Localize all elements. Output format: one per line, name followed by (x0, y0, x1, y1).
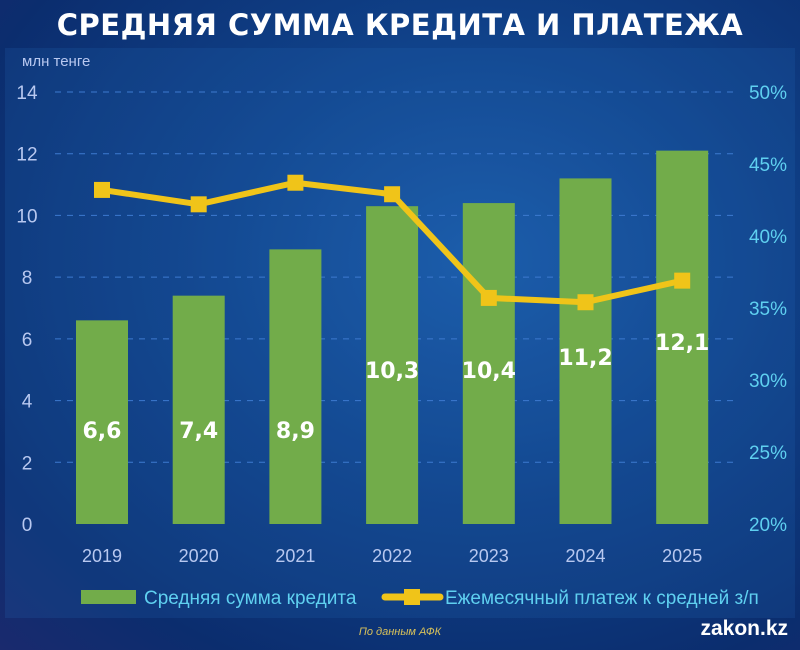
x-tick-label: 2019 (82, 546, 122, 566)
y-tick-label: 2 (22, 453, 33, 474)
y-tick-label: 12 (16, 145, 37, 166)
x-tick-label: 2025 (662, 546, 702, 566)
y-tick-label: 14 (16, 83, 38, 104)
y2-tick-label: 20% (749, 515, 787, 536)
source-note: По данным АФК (358, 626, 442, 638)
logo: zakon.kz (700, 617, 788, 640)
y2-tick-label: 40% (749, 227, 787, 248)
line-point (287, 174, 304, 191)
bar (462, 203, 515, 525)
line-point (190, 196, 207, 213)
bar (656, 150, 709, 524)
y2-tick-label: 25% (749, 443, 787, 464)
bar (559, 178, 612, 524)
y-tick-label: 8 (22, 268, 33, 289)
bar (366, 206, 419, 524)
y-tick-label: 6 (22, 330, 33, 351)
legend-swatch-bar (81, 590, 136, 604)
bar-data-label: 10,3 (365, 359, 419, 384)
y-tick-label: 4 (22, 392, 33, 413)
line-point (577, 294, 594, 311)
bar-data-label: 11,2 (558, 346, 612, 371)
legend-swatch-marker (404, 589, 420, 605)
bar-data-label: 6,6 (83, 419, 122, 444)
bar-data-label: 12,1 (655, 331, 709, 356)
y2-tick-label: 50% (749, 83, 787, 104)
line-point (94, 181, 110, 198)
line-point (384, 186, 401, 203)
x-tick-label: 2022 (372, 546, 412, 566)
x-tick-label: 2020 (179, 546, 219, 566)
bar-data-label: 10,4 (462, 359, 516, 384)
line-point (480, 289, 497, 306)
x-tick-label: 2021 (275, 546, 315, 566)
y2-tick-label: 35% (749, 299, 787, 320)
y-tick-label: 10 (16, 206, 37, 227)
x-tick-label: 2024 (565, 546, 605, 566)
y2-tick-label: 45% (749, 155, 787, 176)
y-axis-label: млн тенге (22, 53, 90, 70)
bar (76, 320, 128, 524)
y2-tick-label: 30% (749, 371, 787, 392)
bar (172, 295, 225, 524)
x-tick-label: 2023 (469, 546, 509, 566)
bar-data-label: 7,4 (179, 419, 218, 444)
bar (269, 249, 322, 524)
legend-label-line: Ежемесячный платеж к средней з/п (445, 588, 759, 609)
legend-label-bar: Средняя сумма кредита (144, 588, 357, 609)
line-point (674, 272, 691, 289)
chart-title: СРЕДНЯЯ СУММА КРЕДИТА И ПЛАТЕЖА (56, 8, 744, 42)
y-tick-label: 0 (22, 515, 33, 536)
bar-data-label: 8,9 (276, 419, 315, 444)
